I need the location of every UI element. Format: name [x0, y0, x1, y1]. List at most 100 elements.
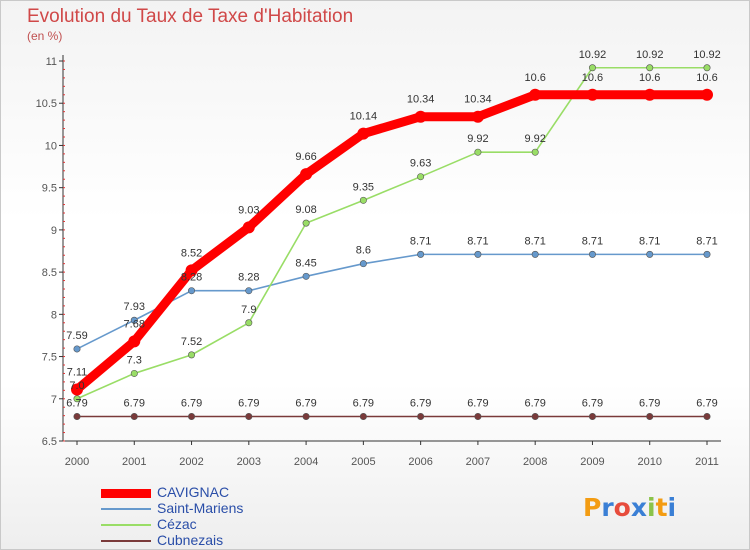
data-point	[188, 351, 196, 359]
data-label: 9.08	[295, 204, 316, 216]
data-point	[357, 127, 370, 140]
data-point	[417, 413, 425, 421]
data-label: 8.28	[181, 272, 202, 284]
data-label: 10.92	[636, 49, 664, 61]
x-tick-label: 2009	[580, 456, 604, 468]
data-label: 6.79	[124, 398, 145, 410]
data-point	[643, 88, 656, 101]
data-point	[529, 88, 542, 101]
data-label: 8.71	[410, 235, 431, 247]
data-point	[188, 287, 196, 295]
data-label: 7.3	[127, 354, 142, 366]
legend-swatch	[101, 524, 151, 526]
data-label: 6.79	[353, 398, 374, 410]
x-tick-label: 2008	[523, 456, 547, 468]
chart-title: Evolution du Taux de Taxe d'Habitation	[27, 6, 354, 27]
data-label: 8.71	[696, 235, 717, 247]
data-label: 7.52	[181, 336, 202, 348]
data-label: 9.35	[353, 181, 374, 193]
x-tick-label: 2011	[695, 456, 719, 468]
data-label: 6.79	[582, 398, 603, 410]
series-line-saint-mariens	[76, 253, 708, 350]
y-axis-unit-label: (en %)	[27, 29, 63, 43]
legend-swatch	[101, 488, 151, 498]
data-point	[588, 64, 596, 72]
data-point	[188, 413, 196, 421]
data-point	[359, 413, 367, 421]
data-point	[359, 260, 367, 268]
data-label: 7.9	[241, 304, 256, 316]
data-label: 8.71	[524, 235, 545, 247]
x-tick-label: 2010	[637, 456, 661, 468]
data-point	[300, 168, 313, 181]
data-label: 9.92	[524, 133, 545, 145]
data-point	[130, 413, 138, 421]
x-tick-label: 2001	[122, 456, 146, 468]
data-label: 6.79	[66, 398, 87, 410]
data-point	[703, 64, 711, 72]
data-label: 7.0	[69, 380, 84, 392]
data-label: 10.6	[524, 72, 545, 84]
svg-text:Proxiti: Proxiti	[583, 493, 676, 522]
legend: CAVIGNAC Saint-Mariens Cézac Cubnezais	[101, 484, 361, 549]
y-tick-label: 9	[51, 225, 57, 237]
data-point	[185, 264, 198, 277]
data-point	[531, 148, 539, 156]
data-label: 8.52	[181, 247, 202, 259]
data-point	[245, 319, 253, 327]
data-label: 10.92	[693, 49, 721, 61]
data-label: 10.14	[350, 111, 378, 123]
data-label: 7.68	[124, 318, 145, 330]
legend-item: Cubnezais	[101, 532, 361, 549]
y-tick-label: 6.5	[42, 436, 57, 448]
x-tick-label: 2003	[237, 456, 261, 468]
data-label: 6.79	[181, 398, 202, 410]
data-label: 8.71	[582, 235, 603, 247]
y-tick-label: 10	[45, 140, 57, 152]
legend-swatch	[101, 508, 151, 510]
data-point	[73, 345, 81, 353]
data-point	[128, 335, 141, 348]
data-point	[474, 148, 482, 156]
series-line-cézac	[76, 66, 708, 400]
data-label: 6.79	[295, 398, 316, 410]
data-label: 6.79	[524, 398, 545, 410]
data-label: 8.71	[467, 235, 488, 247]
y-tick-label: 7	[51, 394, 57, 406]
data-label: 10.6	[582, 72, 603, 84]
data-label: 8.6	[356, 245, 371, 257]
legend-item: CAVIGNAC	[101, 484, 361, 501]
x-tick-label: 2005	[351, 456, 375, 468]
legend-label: Cubnezais	[157, 532, 224, 548]
y-tick-label: 8	[51, 309, 57, 321]
data-point	[302, 272, 310, 280]
data-label: 8.45	[295, 257, 316, 269]
data-point	[414, 110, 427, 123]
line-chart: 6.5 7 7.5 8 8.5 9 9.5 10 10.5 11 2000 2001 2002 2003 2…	[36, 49, 721, 468]
data-point	[646, 250, 654, 258]
data-point	[588, 250, 596, 258]
data-point	[701, 88, 713, 101]
y-tick-label: 7.5	[42, 352, 57, 364]
data-point	[531, 250, 539, 258]
data-label: 6.79	[639, 398, 660, 410]
data-label: 6.79	[238, 398, 259, 410]
x-tick-label: 2002	[179, 456, 203, 468]
data-label: 9.63	[410, 158, 431, 170]
data-point	[646, 413, 654, 421]
legend-swatch	[101, 540, 151, 542]
data-point	[242, 221, 255, 234]
data-label: 6.79	[410, 398, 431, 410]
data-point	[130, 369, 138, 377]
data-point	[245, 413, 253, 421]
data-label: 10.34	[407, 94, 435, 106]
legend-label: Cézac	[157, 516, 197, 532]
data-label: 6.79	[696, 398, 717, 410]
y-tick-label: 8.5	[42, 267, 57, 279]
x-tick-label: 2000	[65, 456, 89, 468]
data-label: 6.79	[467, 398, 488, 410]
data-label: 7.11	[67, 366, 88, 378]
data-label: 10.6	[696, 72, 717, 84]
data-point	[417, 250, 425, 258]
